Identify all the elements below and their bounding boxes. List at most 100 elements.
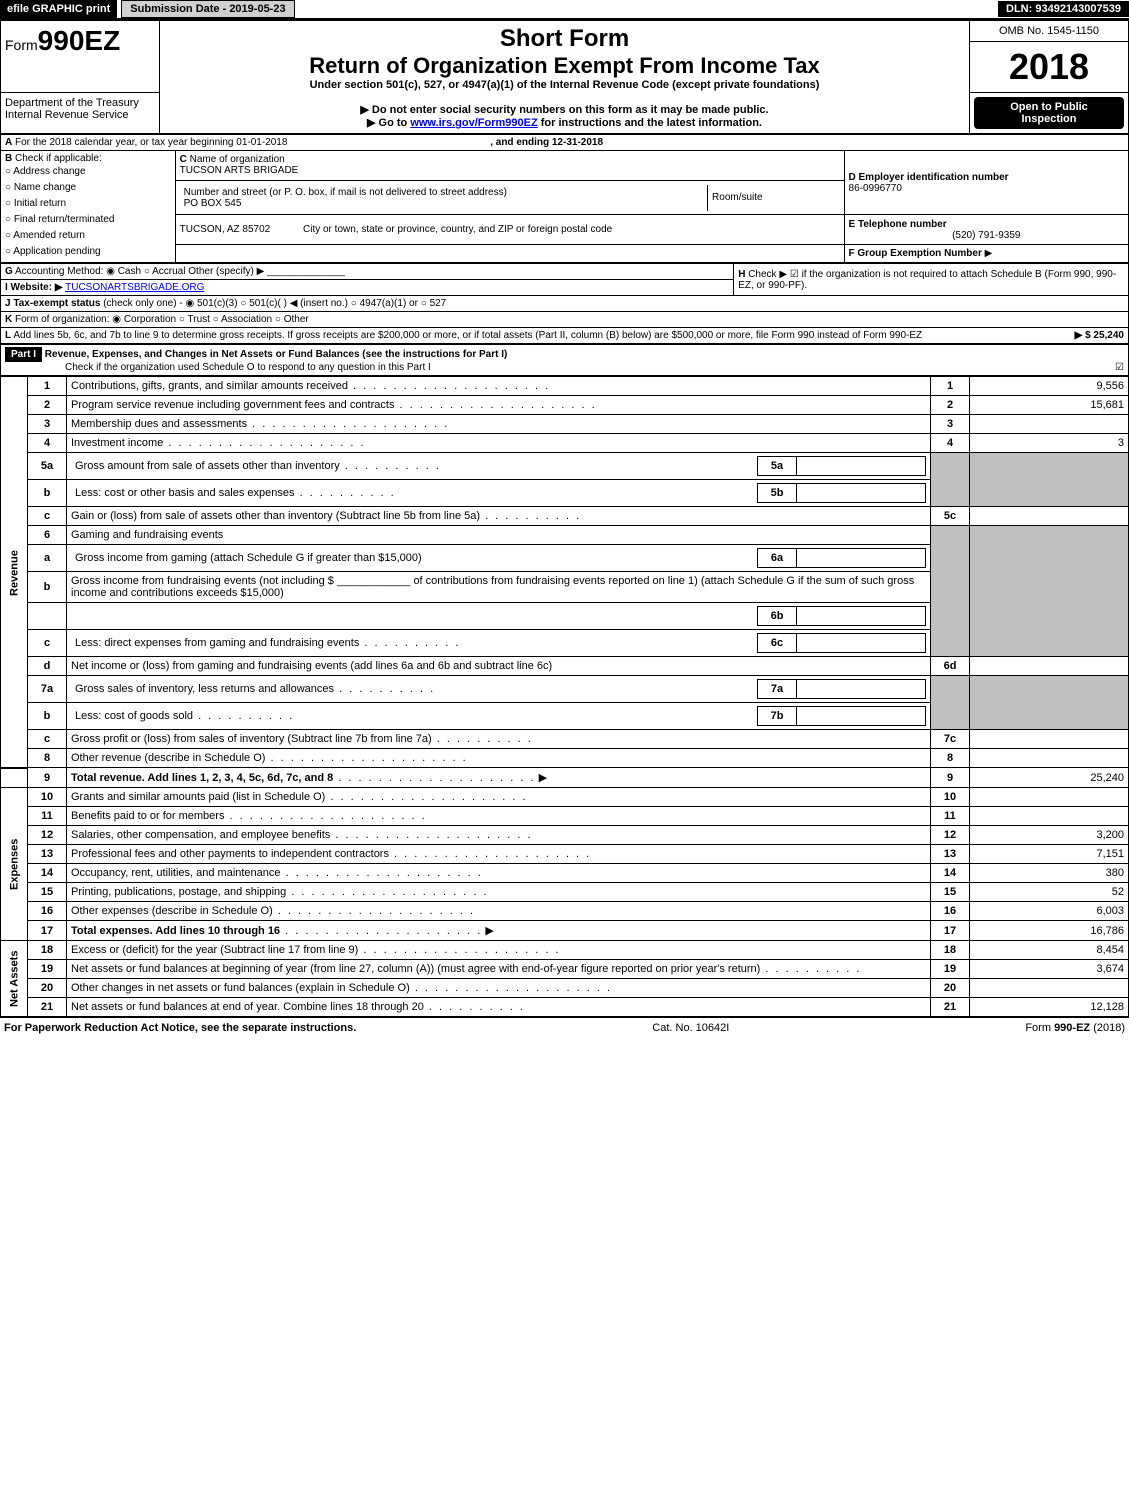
check-application-pending[interactable]: Application pending — [5, 244, 171, 260]
line-13-text: Professional fees and other payments to … — [67, 845, 931, 864]
org-other-radio[interactable]: Other — [275, 314, 309, 325]
line-19-amount: 3,674 — [970, 960, 1129, 979]
line-3-row: 3 Membership dues and assessments 3 — [1, 415, 1129, 434]
line-1-no: 1 — [28, 377, 67, 396]
line-8-amount — [970, 749, 1129, 768]
section-a-ending: , and ending 12-31-2018 — [490, 137, 603, 148]
section-c-address-label: Number and street (or P. O. box, if mail… — [184, 187, 507, 198]
instruction-2-prefix: ▶ Go to — [367, 117, 410, 129]
line-5c-no: c — [28, 507, 67, 526]
submission-date-box: Submission Date - 2019-05-23 — [121, 0, 294, 18]
line-20-row: 20 Other changes in net assets or fund b… — [1, 979, 1129, 998]
line-13-row: 13 Professional fees and other payments … — [1, 845, 1129, 864]
line-14-row: 14 Occupancy, rent, utilities, and maint… — [1, 864, 1129, 883]
irs-label: Internal Revenue Service — [5, 109, 155, 121]
status-501c3-radio[interactable]: 501(c)(3) — [185, 298, 237, 309]
line-17-amount: 16,786 — [970, 921, 1129, 941]
accounting-cash-radio[interactable]: Cash — [106, 266, 141, 277]
line-6-row: 6 Gaming and fundraising events — [1, 526, 1129, 545]
section-d-label: D Employer identification number — [849, 172, 1124, 183]
line-6a-no: a — [28, 545, 67, 572]
org-name: TUCSON ARTS BRIGADE — [180, 165, 299, 176]
line-7b-no: b — [28, 703, 67, 730]
line-15-amount: 52 — [970, 883, 1129, 902]
status-527-radio[interactable]: 527 — [421, 298, 447, 309]
line-15-no: 15 — [28, 883, 67, 902]
line-13-no: 13 — [28, 845, 67, 864]
line-7ab-gray — [931, 676, 970, 730]
line-3-text: Membership dues and assessments — [67, 415, 931, 434]
check-final-return[interactable]: Final return/terminated — [5, 212, 171, 228]
line-5a-row: 5a Gross amount from sale of assets othe… — [1, 453, 1129, 480]
section-h-label: H — [738, 269, 745, 280]
line-8-box: 8 — [931, 749, 970, 768]
line-18-text: Excess or (deficit) for the year (Subtra… — [67, 941, 931, 960]
check-address-change[interactable]: Address change — [5, 164, 171, 180]
line-5b-text: Less: cost or other basis and sales expe… — [67, 480, 931, 507]
ein-value: 86-0996770 — [849, 183, 1124, 194]
section-k-text: Form of organization: — [15, 314, 110, 325]
line-7a-subbox: 7a — [758, 680, 797, 699]
section-f-label: F Group Exemption Number — [849, 248, 982, 259]
section-i-label: I Website: ▶ — [5, 282, 63, 293]
line-6d-no: d — [28, 657, 67, 676]
line-8-text: Other revenue (describe in Schedule O) — [67, 749, 931, 768]
accounting-accrual-radio[interactable]: Accrual — [144, 266, 186, 277]
line-16-box: 16 — [931, 902, 970, 921]
section-c-city-label: City or town, state or province, country… — [303, 224, 612, 235]
irs-form-link[interactable]: www.irs.gov/Form990EZ — [410, 117, 537, 129]
line-16-no: 16 — [28, 902, 67, 921]
line-21-no: 21 — [28, 998, 67, 1017]
check-initial-return[interactable]: Initial return — [5, 196, 171, 212]
open-public-line1: Open to Public — [1010, 101, 1088, 113]
line-2-box: 2 — [931, 396, 970, 415]
dln-label: DLN: 93492143007539 — [998, 1, 1129, 17]
line-6d-box: 6d — [931, 657, 970, 676]
org-corporation-radio[interactable]: Corporation — [112, 314, 176, 325]
revenue-vertical-label: Revenue — [1, 377, 28, 768]
status-501c-radio[interactable]: 501(c)( ) ◀ (insert no.) — [240, 298, 348, 309]
org-association-radio[interactable]: Association — [213, 314, 272, 325]
line-5b-no: b — [28, 480, 67, 507]
line-16-row: 16 Other expenses (describe in Schedule … — [1, 902, 1129, 921]
line-6a-text: Gross income from gaming (attach Schedul… — [67, 545, 931, 572]
line-6c-text: Less: direct expenses from gaming and fu… — [67, 630, 931, 657]
part1-schedule-o-checkbox[interactable] — [1115, 362, 1124, 373]
line-19-no: 19 — [28, 960, 67, 979]
form-prefix: Form — [5, 37, 38, 53]
line-15-text: Printing, publications, postage, and shi… — [67, 883, 931, 902]
efile-print-button[interactable]: efile GRAPHIC print — [0, 0, 117, 18]
line-10-box: 10 — [931, 788, 970, 807]
line-6b-text: Gross income from fundraising events (no… — [67, 572, 931, 603]
footer-center: Cat. No. 10642I — [652, 1022, 729, 1034]
section-g-text: Accounting Method: — [15, 266, 103, 277]
status-4947-radio[interactable]: 4947(a)(1) or — [351, 298, 418, 309]
line-2-row: 2 Program service revenue including gove… — [1, 396, 1129, 415]
short-form-title: Short Form — [164, 25, 965, 53]
line-3-box: 3 — [931, 415, 970, 434]
section-k-label: K — [5, 314, 12, 325]
line-6a-subbox: 6a — [758, 549, 797, 568]
section-j-label: J Tax-exempt status — [5, 298, 100, 309]
section-g-l-table: G Accounting Method: Cash Accrual Other … — [0, 263, 1129, 344]
line-5c-row: c Gain or (loss) from sale of assets oth… — [1, 507, 1129, 526]
line-18-no: 18 — [28, 941, 67, 960]
line-18-amount: 8,454 — [970, 941, 1129, 960]
website-link[interactable]: TUCSONARTSBRIGADE.ORG — [65, 282, 204, 293]
line-4-amount: 3 — [970, 434, 1129, 453]
section-b-text: Check if applicable: — [15, 153, 102, 164]
line-21-box: 21 — [931, 998, 970, 1017]
line-5b-subbox: 5b — [758, 484, 797, 503]
main-lines-table: Revenue 1 Contributions, gifts, grants, … — [0, 376, 1129, 1017]
line-9-text: Total revenue. Add lines 1, 2, 3, 4, 5c,… — [67, 768, 931, 788]
check-applicable-list: Address change Name change Initial retur… — [5, 164, 171, 260]
line-14-no: 14 — [28, 864, 67, 883]
schedule-b-checkbox[interactable] — [790, 269, 802, 280]
check-name-change[interactable]: Name change — [5, 180, 171, 196]
line-19-box: 19 — [931, 960, 970, 979]
check-amended-return[interactable]: Amended return — [5, 228, 171, 244]
line-9-row: 9 Total revenue. Add lines 1, 2, 3, 4, 5… — [1, 768, 1129, 788]
accounting-other[interactable]: Other (specify) ▶ — [188, 266, 264, 277]
line-14-text: Occupancy, rent, utilities, and maintena… — [67, 864, 931, 883]
org-trust-radio[interactable]: Trust — [179, 314, 210, 325]
